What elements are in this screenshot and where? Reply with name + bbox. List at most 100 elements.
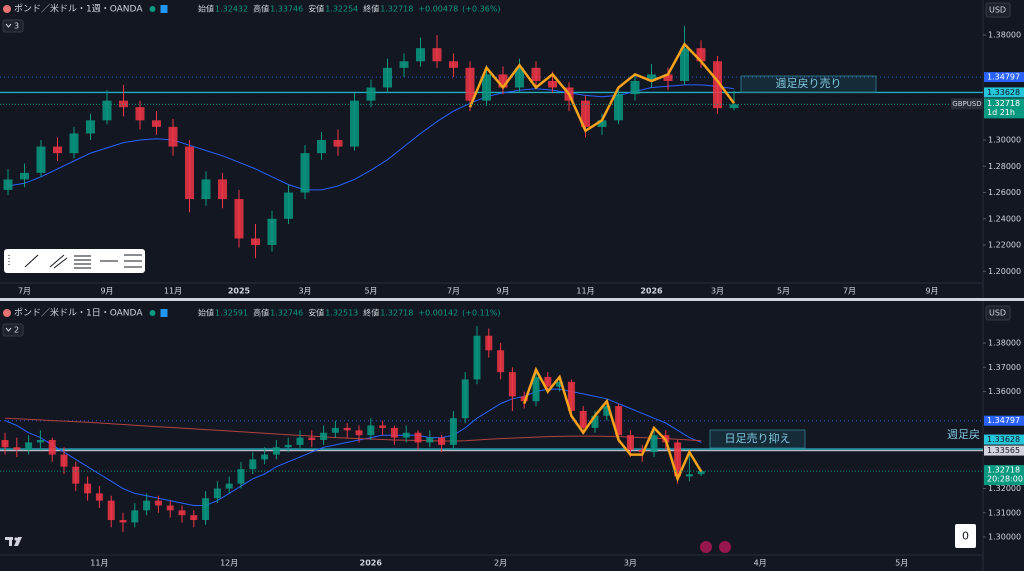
tool-trendline[interactable] (24, 254, 39, 268)
candle-body (69, 133, 79, 154)
candle-body (152, 120, 161, 127)
candle-body (650, 435, 658, 453)
candle-body (86, 120, 95, 134)
candle-body (20, 172, 29, 180)
candle-body (473, 335, 481, 380)
candle-body (647, 74, 656, 81)
x-tick-label: 3月 (624, 559, 637, 568)
event-icon[interactable] (700, 541, 712, 553)
candle-body (166, 505, 174, 511)
candle-body (320, 432, 328, 441)
logo-part (14, 537, 22, 546)
countdown: 20:28:00 (987, 475, 1023, 484)
candle-body (603, 406, 611, 416)
x-tick-label: 5月 (777, 287, 790, 296)
candle-body (95, 493, 103, 501)
pane-count: 2 (14, 326, 19, 335)
pane-count: 3 (14, 22, 19, 31)
candle-body (461, 379, 469, 419)
moving-average (4, 388, 702, 506)
event-markers[interactable] (700, 541, 731, 553)
candle-body (597, 120, 607, 127)
candle-body (317, 140, 326, 154)
annotation-box (709, 429, 806, 449)
candle-body (178, 510, 186, 516)
y-tick-label: 1.24000 (988, 214, 1021, 223)
currency-button[interactable] (985, 2, 1011, 18)
x-tick-label: 2026 (360, 559, 383, 568)
last-price-label: 1.32718 (987, 466, 1020, 475)
x-tick-label: 4月 (754, 559, 767, 568)
candle-body (3, 179, 13, 190)
tool-lines[interactable] (124, 254, 142, 268)
candle-body (515, 67, 524, 88)
ohlc-value: 1.32254 (325, 5, 358, 14)
candle-body (13, 447, 21, 450)
tv-logo (5, 537, 22, 546)
x-tick-label: 5月 (364, 287, 377, 296)
pane-toggle[interactable] (2, 323, 24, 337)
level-badge (984, 72, 1024, 83)
candle-body (626, 435, 634, 450)
candle-body (308, 437, 316, 441)
tool-parallel[interactable] (53, 257, 68, 269)
candle-body (343, 427, 351, 431)
counter-box[interactable] (955, 524, 976, 548)
tool-fib[interactable] (74, 255, 91, 269)
candle-body (261, 454, 269, 460)
drawing-toolbar[interactable] (4, 249, 145, 273)
event-icon[interactable] (719, 541, 731, 553)
level-badge-label: 1.34797 (987, 73, 1020, 82)
ohlc-value: 1.32746 (270, 309, 303, 318)
candle-body (131, 510, 139, 523)
chevron (5, 327, 12, 332)
level-badge (984, 87, 1024, 98)
candle-body (674, 442, 682, 477)
x-tick-label: 2月 (494, 559, 507, 568)
candle-body (284, 444, 292, 448)
chart-title: ポンド／米ドル・1日・OANDA (14, 307, 143, 319)
candle-body (663, 74, 673, 81)
symbol-icon (3, 5, 11, 13)
x-tick-label: 3月 (298, 287, 311, 296)
x-tick-label: 7月 (18, 287, 31, 296)
candle-body (36, 440, 44, 443)
candle-body (72, 466, 80, 484)
tool-ray[interactable] (49, 254, 65, 268)
pane-separator (0, 298, 1024, 301)
status-dot (149, 310, 156, 316)
level-badge-label: 1.34797 (987, 416, 1020, 425)
candle-body (300, 153, 310, 193)
candle-body (680, 48, 689, 81)
plot-area (0, 25, 983, 259)
candle-body (630, 80, 640, 95)
candle-body (414, 432, 422, 443)
ohlc-label: 安値 (308, 4, 324, 14)
candle-body (355, 430, 363, 436)
annotation-text: 週足戻り売り (776, 77, 842, 90)
level-badge (984, 445, 1024, 456)
currency: USD (989, 309, 1006, 318)
candle-body (333, 140, 343, 147)
ohlc-value: 1.32718 (380, 309, 413, 318)
pane-toggle[interactable] (2, 19, 24, 33)
candle-body (520, 396, 528, 402)
candle-body (449, 61, 458, 68)
candle-body (251, 238, 260, 246)
last-price-badge (984, 98, 1024, 119)
x-tick-label: 11月 (576, 287, 594, 296)
candle-body (48, 440, 56, 455)
candle-body (482, 74, 491, 101)
symbol-badge (951, 98, 983, 110)
level-badge (984, 415, 1024, 426)
candle-body (531, 67, 541, 81)
candle-body (399, 61, 409, 68)
ohlc-label: 安値 (308, 308, 324, 318)
candle-body (567, 381, 575, 411)
candle-body (426, 437, 434, 443)
currency-button[interactable] (985, 305, 1011, 321)
change-pct: (+0.36%) (462, 5, 500, 14)
candle-body (497, 350, 505, 373)
status-dot (149, 6, 156, 12)
